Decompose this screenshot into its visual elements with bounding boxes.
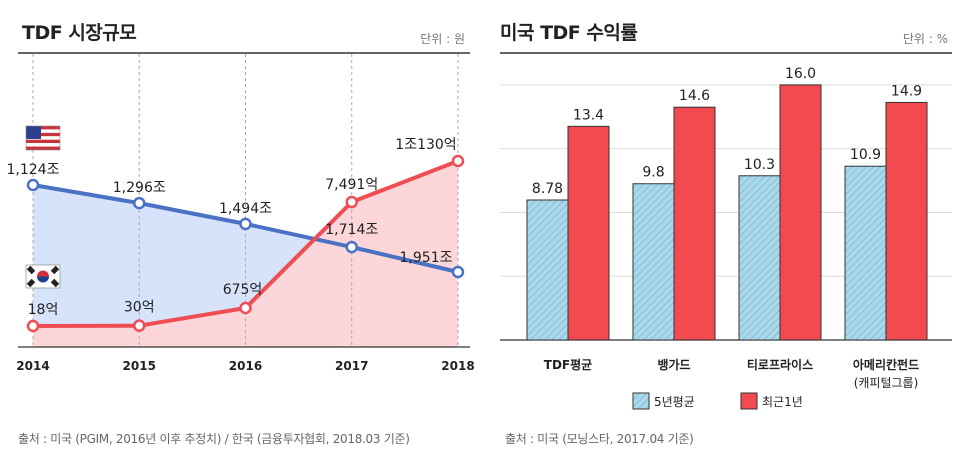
left-panel-title: TDF 시장규모	[22, 22, 137, 44]
bar-5yr	[844, 165, 887, 341]
kr-data-label: 7,491억	[325, 177, 378, 193]
korea-flag-icon	[25, 264, 61, 289]
category-label: 뱅가드	[657, 357, 690, 372]
bar-recent	[673, 106, 716, 341]
bar-recent-label: 13.4	[573, 107, 604, 123]
bar-recent-label: 14.6	[679, 88, 710, 104]
taegeuk-top	[37, 270, 49, 277]
kr-data-label: 675억	[223, 282, 263, 298]
left-panel-unit: 단위 : 원	[420, 32, 465, 46]
bar-5yr	[526, 199, 569, 341]
bar-recent	[567, 125, 610, 341]
returns-bar-chart: 8.78 13.4 TDF평균 9.8 14.6 뱅가드 10.3 16.0 티로프라이스 10.…	[500, 52, 952, 410]
us-point	[451, 265, 465, 279]
category-label: 아메리칸펀드	[853, 357, 919, 372]
kr-data-label: 18억	[28, 302, 59, 318]
kr-data-label: 30억	[124, 300, 155, 316]
market-size-line-chart: 1,124조 1,296조 1,494조 1,714조 1,951조 18억 30억 675억…	[7, 52, 475, 373]
flag-canton	[26, 126, 41, 139]
bar-legend: 5년평균 최근1년	[632, 392, 803, 410]
flag-stripe	[26, 126, 60, 130]
bar-recent	[885, 101, 928, 341]
us-point	[133, 196, 146, 210]
flag-stripe	[26, 136, 60, 140]
kr-point	[26, 319, 40, 333]
kr-data-label: 1조130억	[395, 137, 456, 153]
flag-stripe	[26, 139, 60, 144]
us-point	[26, 178, 40, 192]
left-source-note: 출처 : 미국 (PGIM, 2016년 이후 추정치) / 한국 (금융투자협…	[18, 432, 410, 446]
bar-5yr-label: 10.3	[744, 157, 775, 173]
flag-stripe	[26, 129, 60, 133]
bar-recent	[779, 84, 822, 341]
bar-5yr-label: 8.78	[532, 181, 563, 197]
flag-stripe	[26, 146, 60, 150]
bar-5yr	[738, 175, 781, 341]
x-tick-label: 2018	[441, 359, 474, 373]
category-sublabel: (캐피털그룹)	[854, 376, 919, 390]
x-tick-label: 2014	[16, 359, 49, 373]
right-source-note: 출처 : 미국 (모닝스타, 2017.04 기준)	[505, 432, 694, 446]
category-label: 티로프라이스	[747, 357, 813, 372]
trigram	[26, 265, 36, 275]
us-point	[345, 240, 358, 254]
legend-swatch-recent	[740, 392, 758, 410]
taegeuk-bottom	[37, 276, 49, 283]
kr-point	[133, 319, 146, 332]
bar-5yr-label: 9.8	[642, 165, 664, 181]
us-data-label: 1,296조	[113, 180, 166, 196]
us-data-label: 1,494조	[219, 201, 272, 217]
kr-point	[239, 301, 252, 315]
bar-recent-label: 14.9	[891, 83, 922, 99]
us-data-label: 1,124조	[7, 162, 60, 178]
legend-label-5yr: 5년평균	[654, 395, 695, 409]
x-tick-label: 2015	[123, 359, 156, 373]
bar-recent-label: 16.0	[785, 66, 816, 82]
flag-stripe	[26, 132, 60, 137]
legend-swatch-5yr	[632, 392, 650, 410]
trigram	[26, 278, 36, 288]
us-data-label: 1,714조	[325, 222, 378, 238]
us-data-label: 1,951조	[400, 250, 453, 266]
kr-point	[451, 154, 465, 168]
flag-stripe	[26, 143, 60, 147]
x-tick-label: 2016	[229, 359, 262, 373]
us-point	[239, 217, 252, 231]
right-panel-unit: 단위 : %	[902, 32, 948, 46]
trigram	[50, 265, 60, 275]
legend-label-recent: 최근1년	[762, 395, 803, 409]
category-label: TDF평균	[544, 358, 592, 372]
kr-point	[345, 195, 358, 209]
x-tick-label: 2017	[335, 359, 368, 373]
bar-5yr	[632, 183, 675, 341]
right-panel-title: 미국 TDF 수익률	[500, 22, 638, 44]
trigram	[50, 278, 60, 288]
flag-border	[25, 125, 61, 151]
bar-5yr-label: 10.9	[850, 147, 881, 163]
us-flag-icon	[25, 125, 61, 151]
